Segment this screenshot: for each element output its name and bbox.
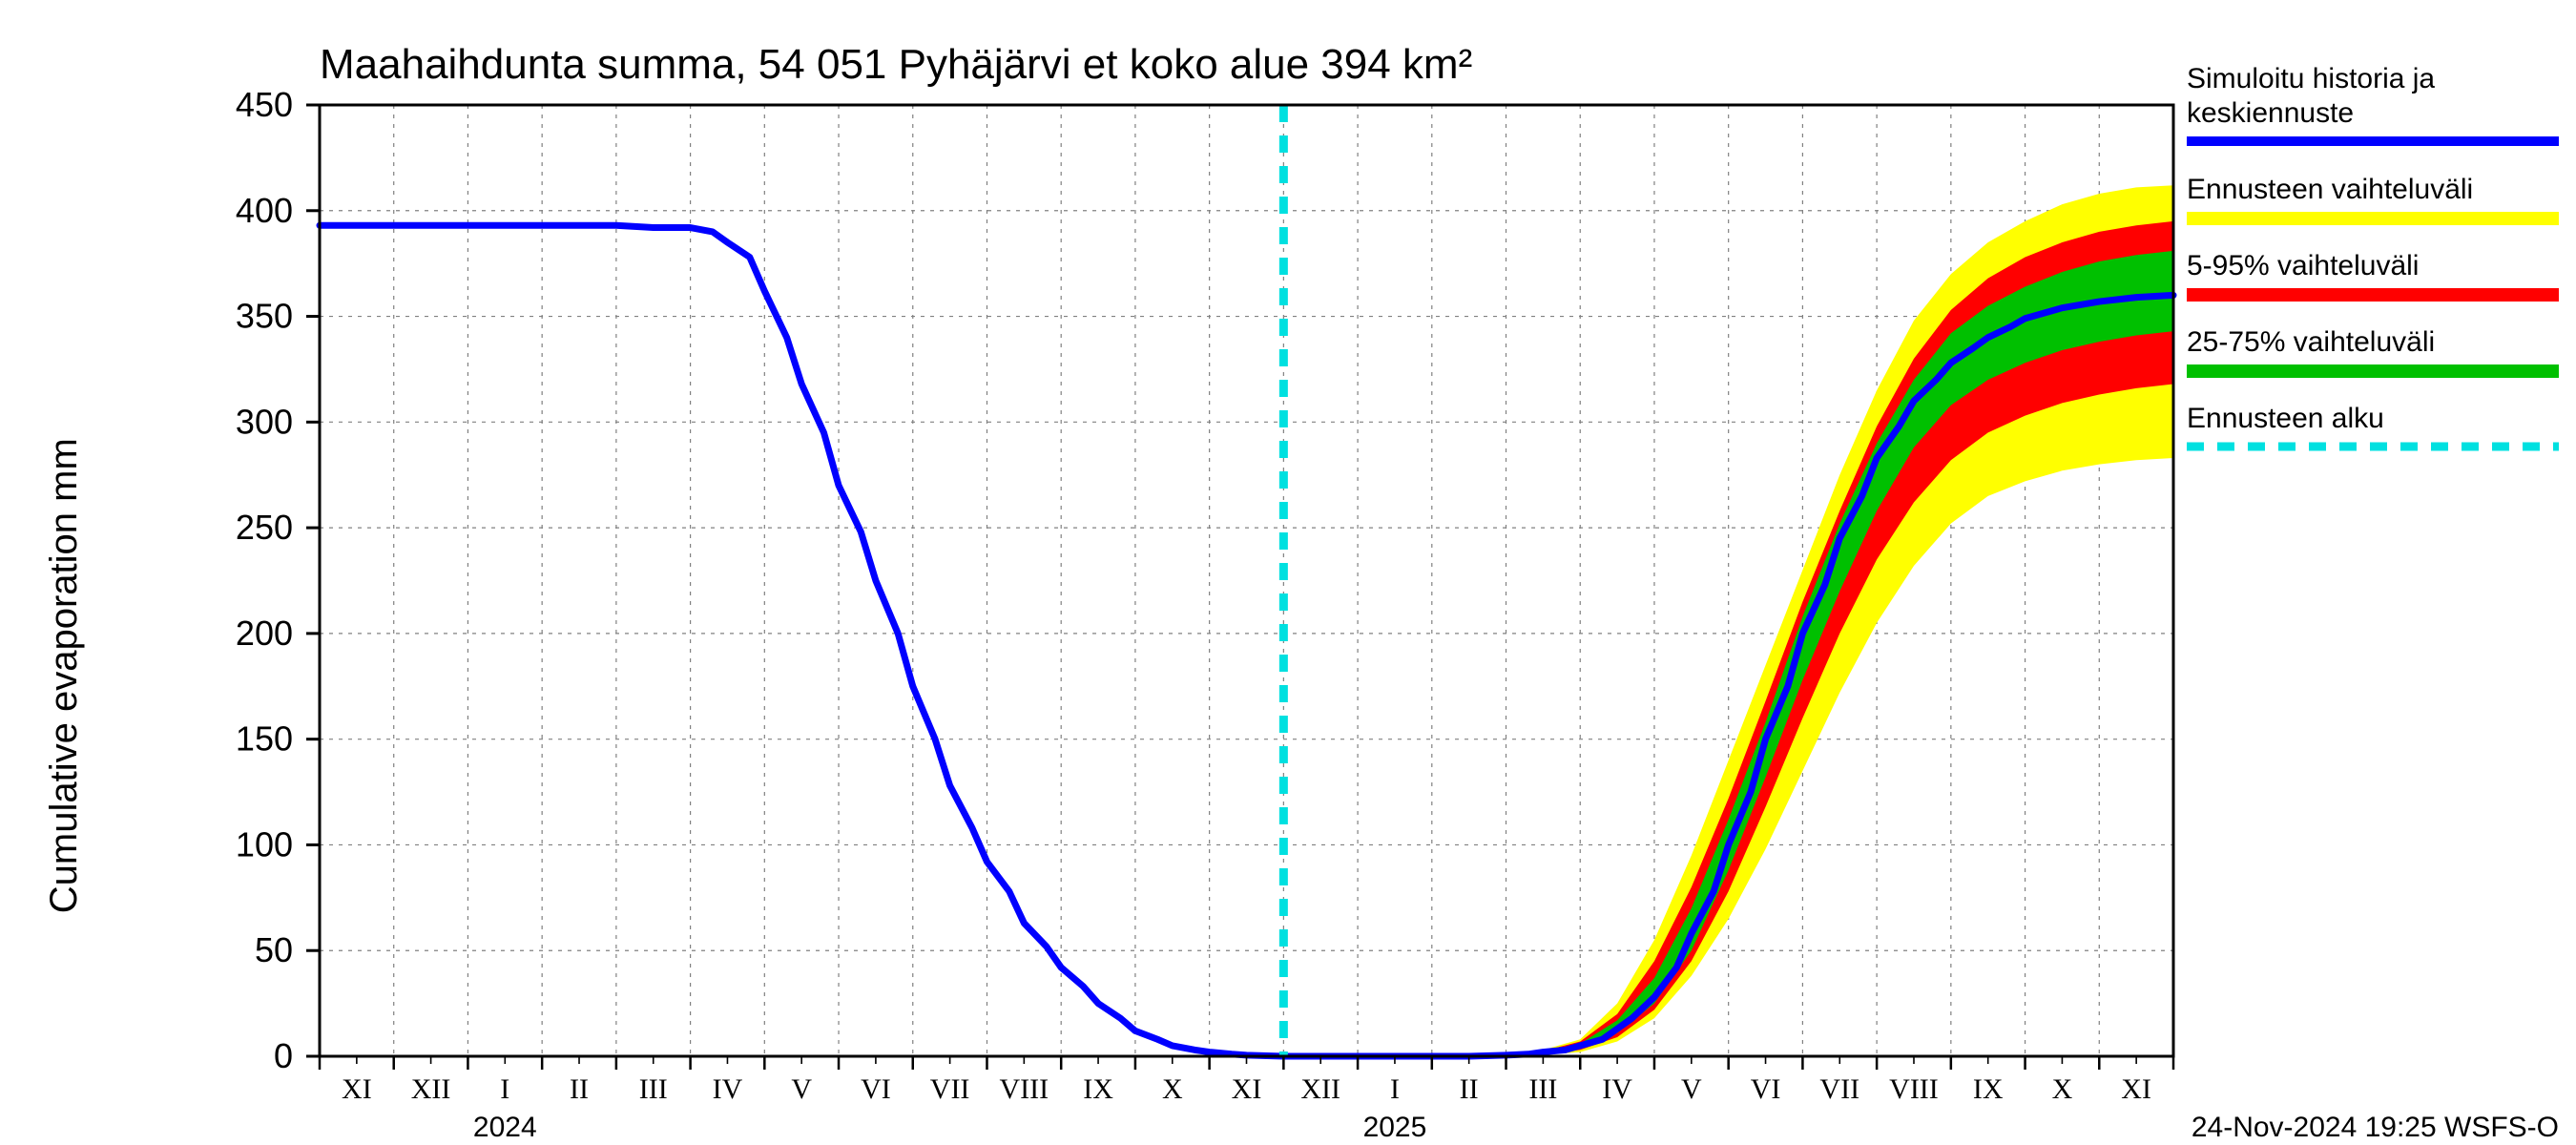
- chart-title: Maahaihdunta summa, 54 051 Pyhäjärvi et …: [320, 41, 1472, 88]
- x-month-label: XI: [1232, 1073, 1262, 1105]
- x-month-label: VII: [1819, 1073, 1859, 1105]
- legend-label: 25-75% vaihteluväli: [2187, 326, 2435, 358]
- footer-timestamp: 24-Nov-2024 19:25 WSFS-O: [2192, 1112, 2559, 1143]
- x-month-label: III: [1528, 1073, 1557, 1105]
- legend-swatch: [2187, 288, 2559, 302]
- x-month-label: VI: [1751, 1073, 1781, 1105]
- x-month-label: I: [500, 1073, 509, 1105]
- x-month-label: X: [2052, 1073, 2073, 1105]
- legend-swatch: [2187, 212, 2559, 225]
- x-year-label: 2025: [1363, 1112, 1427, 1143]
- x-year-label: 2024: [473, 1112, 537, 1143]
- x-month-label: I: [1390, 1073, 1400, 1105]
- x-month-label: IV: [713, 1073, 743, 1105]
- y-tick-label: 150: [236, 719, 293, 759]
- x-month-label: VIII: [1000, 1073, 1049, 1105]
- y-axis-label: Cumulative evaporation mm: [43, 438, 85, 913]
- x-month-label: IX: [1973, 1073, 2004, 1105]
- x-month-label: X: [1162, 1073, 1183, 1105]
- x-month-label: II: [1460, 1073, 1479, 1105]
- x-month-label: VIII: [1889, 1073, 1939, 1105]
- x-month-label: XI: [2121, 1073, 2151, 1105]
- legend-swatch: [2187, 364, 2559, 378]
- x-month-label: XII: [411, 1073, 451, 1105]
- legend-label: Ennusteen alku: [2187, 403, 2384, 434]
- y-tick-label: 350: [236, 297, 293, 336]
- x-month-label: V: [791, 1073, 812, 1105]
- y-tick-label: 450: [236, 85, 293, 124]
- legend-label: Simuloitu historia ja: [2187, 63, 2435, 94]
- legend-label: 5-95% vaihteluväli: [2187, 250, 2419, 281]
- x-month-label: XII: [1300, 1073, 1340, 1105]
- legend-label: keskiennuste: [2187, 97, 2354, 129]
- x-month-label: VII: [930, 1073, 970, 1105]
- x-month-label: VI: [861, 1073, 891, 1105]
- x-month-label: V: [1681, 1073, 1702, 1105]
- y-tick-label: 400: [236, 191, 293, 230]
- x-month-label: III: [639, 1073, 668, 1105]
- x-month-label: IV: [1602, 1073, 1632, 1105]
- y-tick-label: 100: [236, 824, 293, 864]
- y-tick-label: 200: [236, 614, 293, 653]
- y-tick-label: 0: [274, 1036, 293, 1075]
- x-month-label: II: [570, 1073, 589, 1105]
- chart: 050100150200250300350400450XIXIIIIIIIIIV…: [0, 0, 2576, 1145]
- y-tick-label: 250: [236, 508, 293, 547]
- x-month-label: IX: [1083, 1073, 1113, 1105]
- legend-label: Ennusteen vaihteluväli: [2187, 174, 2473, 205]
- x-month-label: XI: [342, 1073, 372, 1105]
- y-tick-label: 50: [255, 930, 293, 969]
- y-tick-label: 300: [236, 402, 293, 441]
